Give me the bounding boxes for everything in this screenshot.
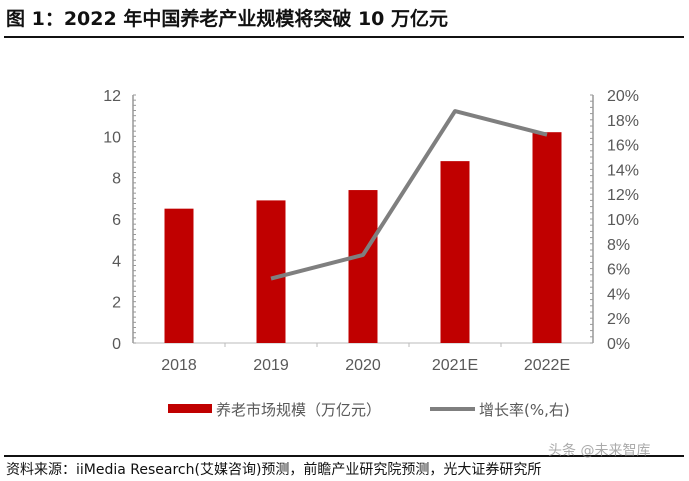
- y-left-tick-label: 6: [112, 212, 121, 229]
- x-tick-label: 2018: [161, 357, 197, 374]
- growth-rate-line: [270, 109, 548, 281]
- chart-title: 图 1：2022 年中国养老产业规模将突破 10 万亿元: [6, 8, 449, 30]
- x-tick-label: 2021E: [432, 357, 478, 374]
- title-divider: [4, 36, 684, 38]
- y-left-tick-label: 4: [112, 253, 121, 270]
- y-right-tick-label: 18%: [607, 113, 639, 130]
- legend-label-bar: 养老市场规模（万亿元）: [216, 401, 381, 419]
- y-left-tick-label: 0: [112, 336, 121, 353]
- bar-2022E: [532, 132, 562, 343]
- x-tick-label: 2022E: [524, 357, 570, 374]
- y-right-tick-label: 4%: [607, 286, 630, 303]
- bar-2021E: [440, 161, 470, 343]
- bar-2018: [164, 208, 194, 343]
- y-left-tick-label: 12: [103, 88, 121, 105]
- x-tick-label: 2020: [345, 357, 381, 374]
- bar-2019: [256, 200, 286, 343]
- chart: 0 2 4 6 8 10 12 0% 2% 4% 6% 8% 10% 12% 14% 16% 18% 20% 201…: [103, 88, 639, 419]
- y-right-tick-label: 20%: [607, 88, 639, 105]
- y-left-tick-label: 2: [112, 295, 121, 312]
- y-right-tick-label: 8%: [607, 237, 630, 254]
- bar-2020: [348, 190, 378, 343]
- watermark: 头条 @未来智库: [548, 443, 651, 459]
- y-right-tick-label: 0%: [607, 336, 630, 353]
- y-right-tick-label: 6%: [607, 262, 630, 279]
- legend-label-line: 增长率(%,右): [479, 401, 570, 419]
- y-left-tick-label: 8: [112, 171, 121, 188]
- y-right-tick-label: 14%: [607, 162, 639, 179]
- y-right-tick-label: 2%: [607, 311, 630, 328]
- y-left-tick-label: 10: [103, 129, 121, 146]
- source-divider: [4, 455, 684, 457]
- source-note: 资料来源：iiMedia Research(艾媒咨询)预测，前瞻产业研究院预测，…: [6, 462, 542, 478]
- y-right-tick-label: 16%: [607, 138, 639, 155]
- x-tick-label: 2019: [253, 357, 289, 374]
- legend-swatch-bar: [168, 404, 212, 413]
- y-right-tick-label: 12%: [607, 187, 639, 204]
- y-right-tick-label: 10%: [607, 212, 639, 229]
